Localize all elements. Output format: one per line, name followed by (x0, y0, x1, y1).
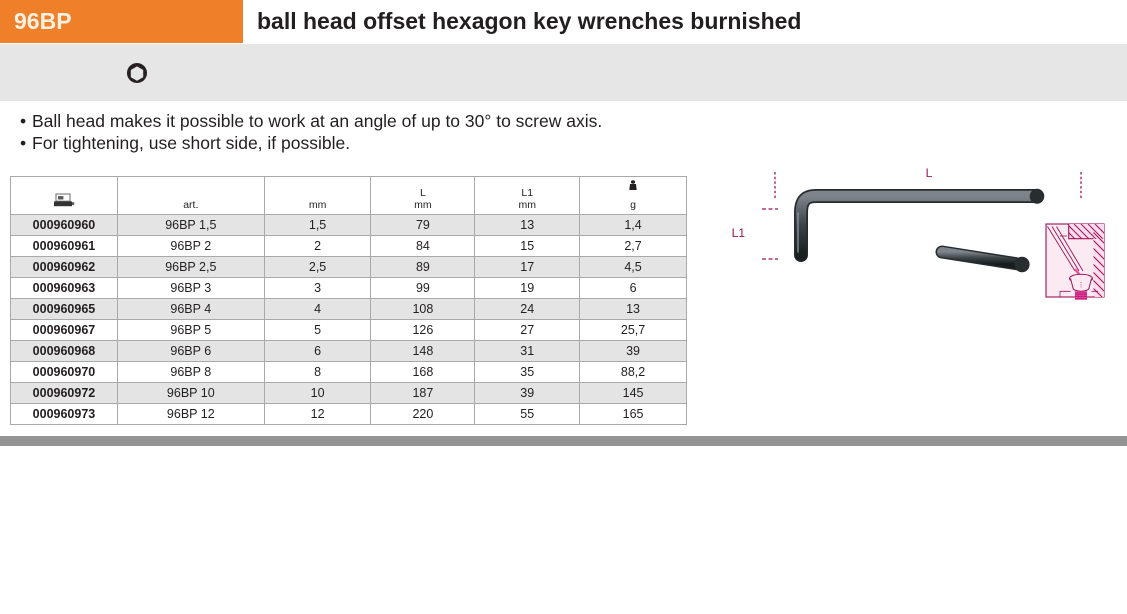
svg-text:L1: L1 (732, 226, 746, 240)
svg-text:L: L (926, 166, 933, 180)
svg-text:-----: ----- (1083, 236, 1091, 241)
